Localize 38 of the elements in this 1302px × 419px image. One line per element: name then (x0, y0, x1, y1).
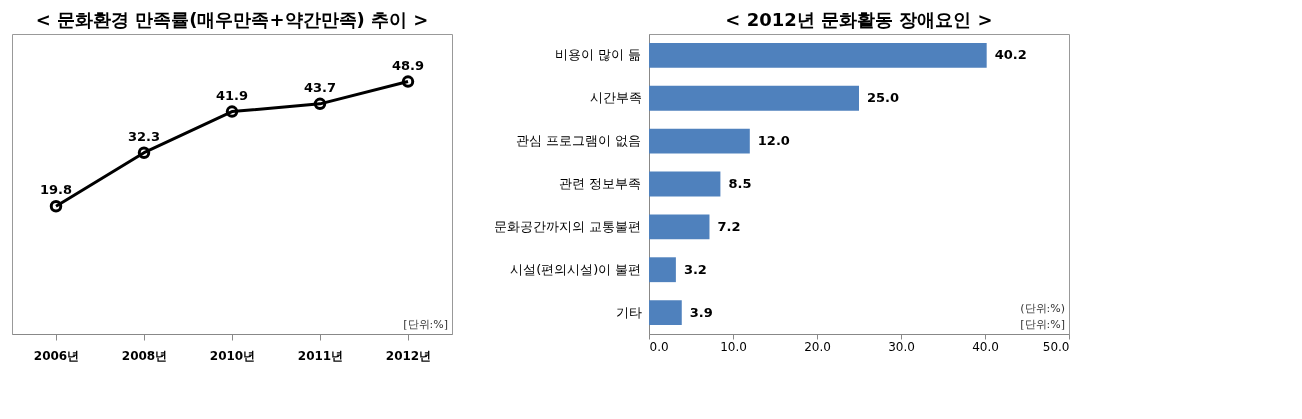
y-tick-label: 문화공간까지의 교통불편 (494, 218, 642, 234)
point (137, 146, 151, 159)
x-tick-label: 2011년 (297, 348, 344, 363)
chart-title: < 2012년 문화활동 장애요인 > (725, 9, 993, 30)
x-tick-label: 30.0 (888, 339, 915, 354)
data-label: 25.0 (867, 90, 900, 106)
annotation: (단위:%) (1020, 302, 1065, 315)
y-tick-label: 관련 정보부족 (559, 176, 642, 191)
x-tick-label: 50.0 (1042, 339, 1070, 354)
x-tick-label: 2010년 (209, 348, 256, 363)
chart-title: < 문화환경 만족률(매우만족+약간만족) 추이 > (35, 9, 429, 30)
annotation: [단위:%] (1020, 318, 1065, 331)
y-tick-label: 비용이 많이 듦 (555, 47, 642, 63)
x-tick-label: 2006년 (33, 348, 80, 363)
x-tick-label: 40.0 (972, 339, 999, 354)
data-label: 7.2 (717, 218, 741, 234)
y-tick-label: 관심 프로그램이 없음 (516, 133, 642, 149)
data-label: 8.5 (728, 176, 752, 191)
point (313, 97, 327, 111)
x-tick-label: 2008년 (121, 348, 168, 363)
data-label: 19.8 (39, 182, 73, 198)
data-label: 41.9 (215, 87, 249, 103)
x-tick-label: 10.0 (720, 339, 747, 354)
data-label: 12.0 (757, 133, 790, 149)
y-tick-label: 기타 (615, 304, 642, 320)
x-tick-label: 20.0 (804, 339, 831, 354)
point (225, 105, 239, 118)
data-label: 43.7 (303, 79, 337, 95)
data-label: 48.9 (391, 57, 425, 73)
data-label: 32.3 (127, 128, 161, 144)
data-label: 3.9 (689, 304, 713, 320)
x-tick-label: 2012년 (385, 348, 432, 363)
text: [단위:%] (403, 318, 448, 331)
data-label: 40.2 (994, 47, 1027, 63)
x-tick-label: 0.0 (649, 339, 669, 354)
y-tick-label: 시간부족 (589, 90, 642, 106)
data-label: 3.2 (683, 261, 707, 277)
y-tick-label: 시설(편의시설)이 불편 (510, 261, 642, 277)
